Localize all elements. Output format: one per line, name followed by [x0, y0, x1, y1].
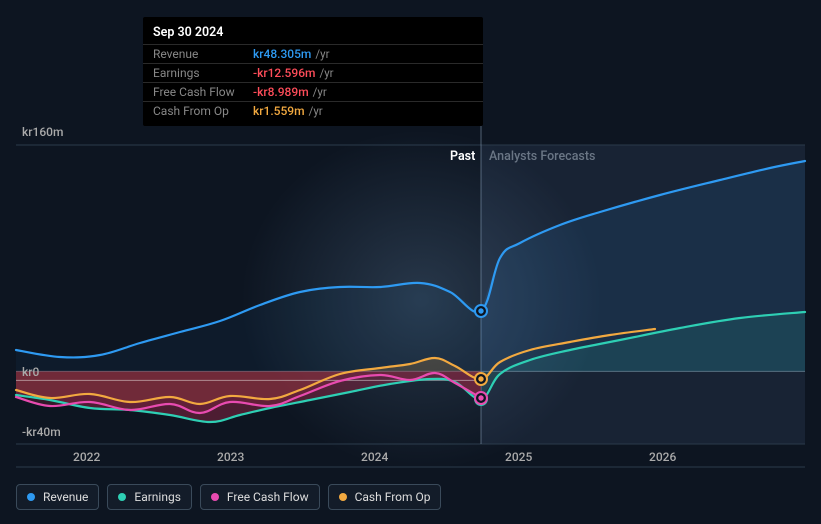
legend-item-fcf[interactable]: Free Cash Flow: [200, 484, 320, 510]
past-label: Past: [450, 149, 475, 164]
legend-item-revenue[interactable]: Revenue: [16, 484, 99, 510]
legend-item-earnings[interactable]: Earnings: [107, 484, 192, 510]
hover-tooltip: Sep 30 2024 Revenue kr48.305m /yr Earnin…: [143, 17, 483, 126]
x-tick-label: 2024: [361, 450, 388, 464]
x-tick-label: 2025: [505, 450, 532, 464]
legend-label: Cash From Op: [355, 490, 431, 504]
tooltip-unit: /yr: [309, 104, 323, 118]
legend-label: Free Cash Flow: [227, 490, 309, 504]
tooltip-row: Revenue kr48.305m /yr: [143, 44, 483, 63]
tooltip-label: Earnings: [153, 66, 253, 80]
x-tick-label: 2023: [217, 450, 244, 464]
legend-dot-icon: [118, 493, 126, 501]
y-tick-label: kr160m: [22, 125, 63, 139]
tooltip-unit: /yr: [319, 66, 333, 80]
tooltip-label: Free Cash Flow: [153, 85, 253, 99]
legend: Revenue Earnings Free Cash Flow Cash Fro…: [16, 484, 441, 510]
financial-chart: kr160m kr0 -kr40m Past Analysts Forecast…: [0, 0, 821, 524]
y-tick-label: -kr40m: [22, 425, 61, 439]
x-tick-label: 2026: [649, 450, 676, 464]
legend-label: Earnings: [134, 490, 181, 504]
tooltip-unit: /yr: [313, 85, 327, 99]
tooltip-value: kr48.305m: [253, 47, 311, 61]
tooltip-value: kr1.559m: [253, 104, 305, 118]
x-tick-label: 2022: [73, 450, 100, 464]
tooltip-date: Sep 30 2024: [143, 23, 483, 44]
tooltip-value: -kr12.596m: [253, 66, 315, 80]
tooltip-value: -kr8.989m: [253, 85, 309, 99]
legend-dot-icon: [211, 493, 219, 501]
legend-dot-icon: [27, 493, 35, 501]
tooltip-row: Cash From Op kr1.559m /yr: [143, 101, 483, 120]
legend-dot-icon: [339, 493, 347, 501]
tooltip-row: Free Cash Flow -kr8.989m /yr: [143, 82, 483, 101]
tooltip-row: Earnings -kr12.596m /yr: [143, 63, 483, 82]
tooltip-label: Revenue: [153, 47, 253, 61]
y-tick-label: kr0: [22, 365, 39, 379]
legend-label: Revenue: [43, 490, 88, 504]
tooltip-label: Cash From Op: [153, 104, 253, 118]
tooltip-unit: /yr: [315, 47, 329, 61]
legend-item-cfo[interactable]: Cash From Op: [328, 484, 442, 510]
forecast-label: Analysts Forecasts: [489, 149, 595, 164]
